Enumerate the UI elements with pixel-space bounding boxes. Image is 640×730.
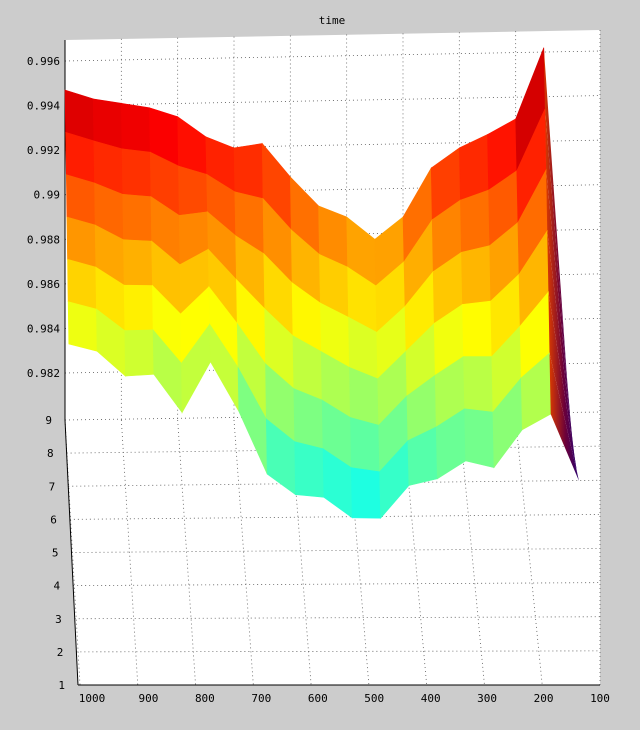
grid-line-y: [68, 479, 601, 487]
z-tick-label: 0.99: [34, 189, 61, 202]
surface-facet: [464, 408, 495, 468]
z-tick-label: 0.982: [27, 367, 60, 380]
surface-facet: [121, 148, 152, 197]
x-tick-label: 600: [308, 692, 328, 705]
surface-facet: [463, 356, 494, 413]
z-tick-label: 0.996: [27, 55, 60, 68]
surface-facet: [350, 417, 380, 473]
grid-line-x-floor: [515, 419, 543, 686]
surface-facet: [461, 245, 492, 305]
y-axis-line: [64, 419, 79, 686]
surface-facet: [66, 216, 97, 268]
grid-line-y: [69, 513, 601, 520]
z-tick-label: 0.994: [27, 100, 60, 113]
x-tick-label: 800: [195, 692, 215, 705]
grid-line-y: [76, 650, 601, 653]
tick-labels: 0.982 0.984 0.986 0.988 0.99 0.992 0.994 0.996 1…: [27, 55, 610, 705]
surface-facet: [92, 98, 123, 150]
z-tick-label: 0.984: [27, 322, 60, 335]
z-tick-label: 0.988: [27, 233, 60, 246]
surface-facet: [122, 193, 152, 242]
x-tick-label: 100: [590, 692, 610, 705]
y-tick-label: 7: [49, 480, 56, 493]
grid-line-x-floor: [458, 419, 485, 686]
x-tick-label: 300: [477, 692, 497, 705]
surface-facet: [460, 189, 491, 253]
surface-facet: [67, 258, 97, 310]
surface-facet: [294, 441, 325, 498]
surface-facet: [233, 143, 264, 199]
surface-facet: [350, 467, 381, 519]
grid-line-y: [71, 548, 601, 553]
surface-facet: [123, 239, 153, 286]
surface-facet: [178, 165, 208, 216]
surface-facet: [124, 329, 155, 377]
surface-mesh: [64, 47, 579, 519]
y-tick-label: 4: [54, 580, 61, 593]
x-tick-label: 500: [364, 692, 384, 705]
x-tick-label: 400: [421, 692, 441, 705]
y-tick-label: 6: [50, 513, 57, 526]
surface-facet: [123, 284, 154, 331]
y-tick-label: 2: [57, 646, 64, 659]
surface-facet: [120, 102, 151, 153]
grid-line-x-floor: [233, 419, 254, 686]
x-tick-label: 1000: [79, 692, 106, 705]
surface-facet: [67, 301, 98, 352]
x-tick-label: 200: [534, 692, 554, 705]
x-tick-label: 700: [251, 692, 271, 705]
surface-facet: [462, 300, 493, 357]
x-tick-label: 900: [139, 692, 159, 705]
surface-facet: [65, 174, 96, 226]
y-tick-label: 8: [47, 447, 54, 460]
y-tick-label: 9: [45, 414, 52, 427]
y-tick-label: 3: [55, 613, 62, 626]
chart-title: time: [319, 14, 346, 27]
grid-line-x-floor: [120, 419, 139, 686]
grid-line-x-floor: [177, 419, 196, 686]
grid-line-y: [66, 445, 601, 454]
y-tick-label: 1: [58, 679, 65, 692]
y-tick-label: 5: [52, 547, 59, 560]
z-tick-label: 0.992: [27, 144, 60, 157]
surface-facet: [549, 353, 579, 481]
z-tick-label: 0.986: [27, 278, 60, 291]
surface-facet: [65, 131, 95, 184]
